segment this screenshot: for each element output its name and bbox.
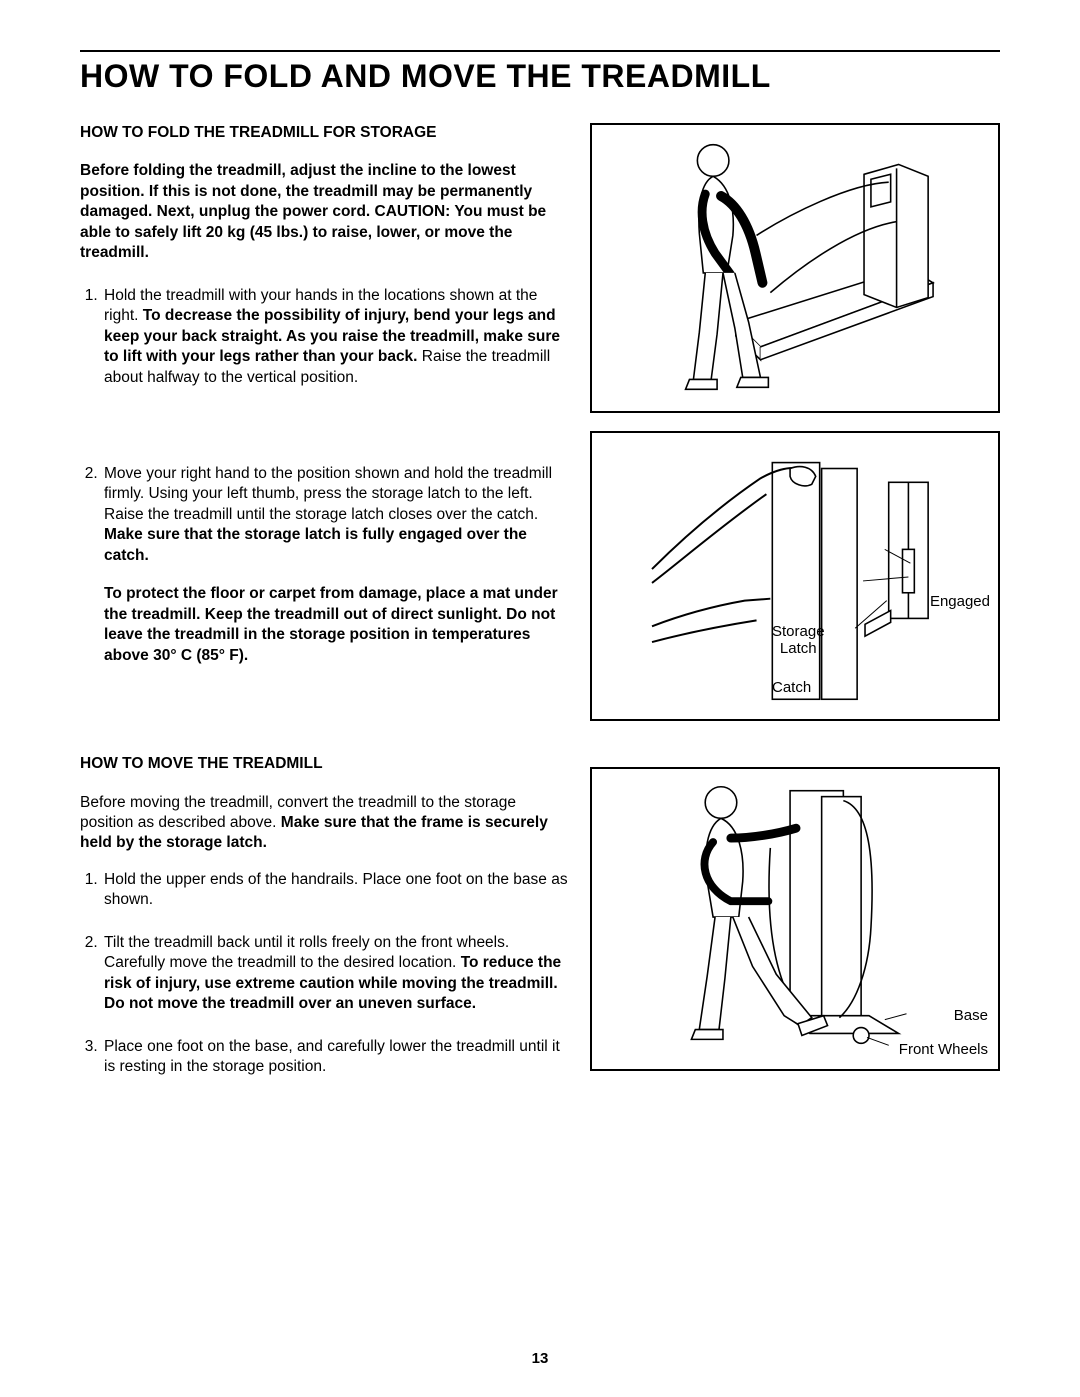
section1-intro: Before folding the treadmill, adjust the… [80, 161, 570, 263]
section2-heading: HOW TO MOVE THE TREADMILL [80, 754, 570, 774]
label-front-wheels: Front Wheels [899, 1041, 988, 1058]
list-item: Hold the upper ends of the handrails. Pl… [102, 870, 570, 911]
section1-heading: HOW TO FOLD THE TREADMILL FOR STORAGE [80, 123, 570, 143]
section2-intro: Before moving the treadmill, convert the… [80, 793, 570, 854]
page-number: 13 [0, 1350, 1080, 1367]
figure-1 [590, 123, 1000, 413]
text-column: HOW TO FOLD THE TREADMILL FOR STORAGE Be… [80, 123, 570, 1100]
label-storage-latch: StorageLatch [772, 623, 825, 657]
figure-2: Engaged StorageLatch Catch [590, 431, 1000, 721]
figure-3: Base Front Wheels [590, 767, 1000, 1071]
list-item: Hold the treadmill with your hands in th… [102, 286, 570, 388]
page-title: HOW TO FOLD AND MOVE THE TREADMILL [80, 58, 1000, 95]
section1-steps-2: Move your right hand to the position sho… [80, 464, 570, 666]
list-item: Move your right hand to the position sho… [102, 464, 570, 666]
label-catch: Catch [772, 679, 811, 696]
list-item: Tilt the treadmill back until it rolls f… [102, 933, 570, 1015]
list-item: Place one foot on the base, and carefull… [102, 1037, 570, 1078]
label-base: Base [954, 1007, 988, 1024]
figure-column: Engaged StorageLatch Catch [590, 123, 1000, 1100]
label-engaged: Engaged [930, 593, 990, 610]
section2-steps: Hold the upper ends of the handrails. Pl… [80, 870, 570, 1078]
section1-steps: Hold the treadmill with your hands in th… [80, 286, 570, 388]
